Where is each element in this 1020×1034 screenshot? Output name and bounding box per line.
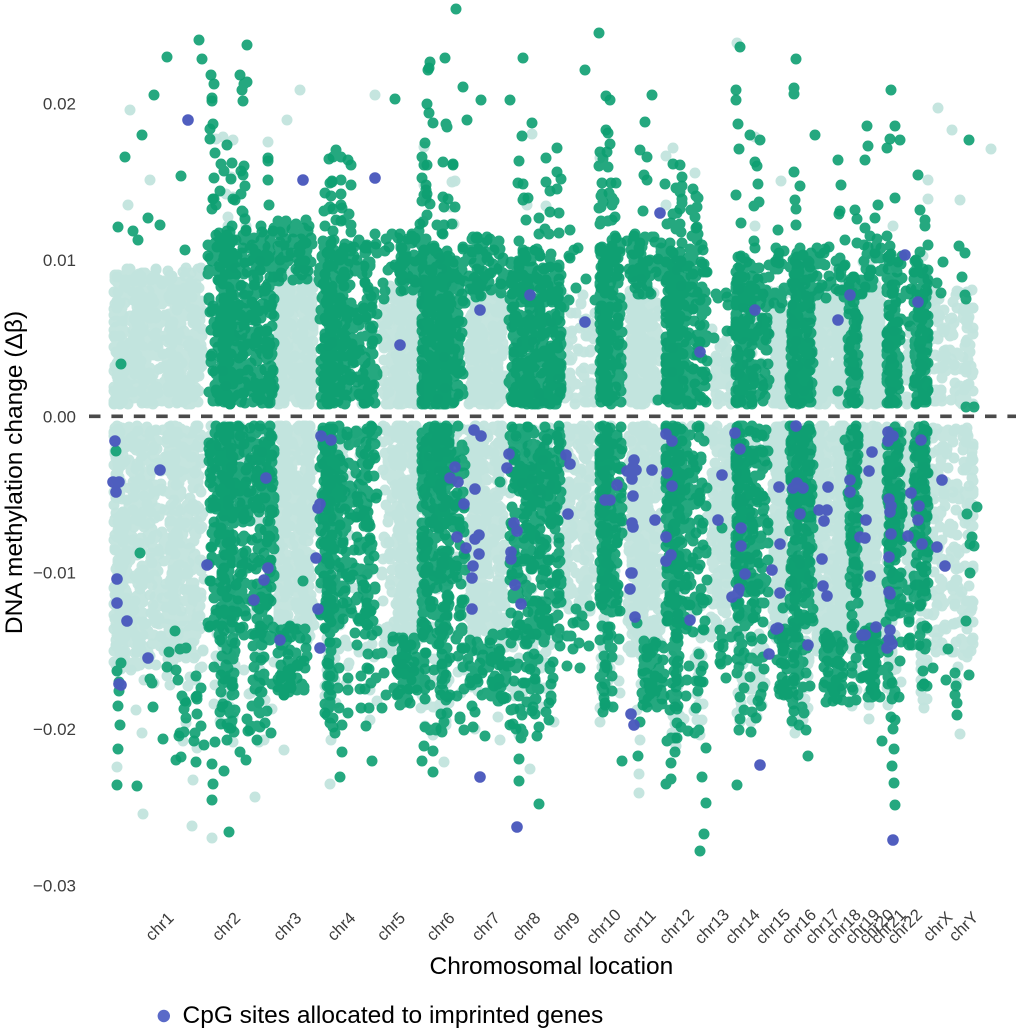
svg-text:−0.02: −0.02	[33, 720, 76, 739]
svg-text:Chromosomal location: Chromosomal location	[430, 953, 674, 980]
svg-text:DNA methylation change (Δβ): DNA methylation change (Δβ)	[1, 311, 28, 634]
svg-text:0.01: 0.01	[43, 251, 76, 270]
svg-text:−0.03: −0.03	[33, 877, 76, 896]
svg-text:−0.01: −0.01	[33, 564, 76, 583]
svg-text:CpG sites allocated to imprint: CpG sites allocated to imprinted genes	[183, 1002, 604, 1029]
svg-text:0.02: 0.02	[43, 95, 76, 114]
svg-text:0.00: 0.00	[43, 407, 76, 426]
